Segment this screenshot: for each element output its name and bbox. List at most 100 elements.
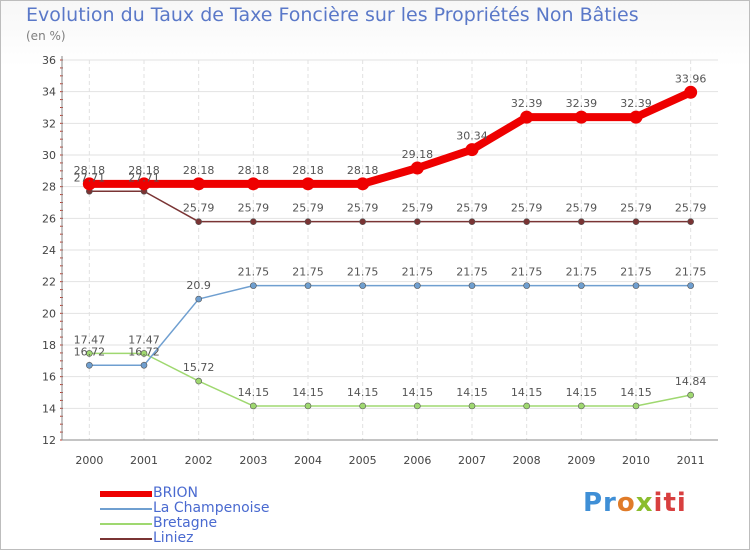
y-tick-label: 34 [42, 86, 56, 99]
data-label-liniez: 25.79 [456, 202, 488, 215]
data-label-bretagne: 17.47 [74, 333, 106, 346]
data-label-la-champenoise: 21.75 [456, 266, 488, 279]
legend-swatch-liniez [100, 538, 152, 540]
data-label-liniez: 27.71 [128, 171, 160, 184]
x-tick-label: 2003 [239, 454, 267, 467]
y-tick-label: 36 [42, 54, 56, 67]
data-point-la-champenoise [632, 282, 640, 289]
data-label-liniez: 25.79 [511, 202, 543, 215]
y-axis-unit: (en %) [26, 29, 66, 43]
data-label-brion: 32.39 [620, 97, 652, 110]
data-point-brion [356, 177, 370, 191]
data-label-bretagne: 14.15 [292, 386, 324, 399]
data-point-brion [410, 161, 424, 175]
data-label-brion: 28.18 [183, 164, 215, 177]
data-point-bretagne [632, 402, 640, 410]
data-label-bretagne: 15.72 [183, 361, 215, 374]
data-point-liniez [250, 218, 257, 225]
data-label-la-champenoise: 16.72 [128, 345, 160, 358]
data-label-la-champenoise: 21.75 [347, 266, 379, 279]
data-point-brion [574, 110, 588, 124]
y-tick-label: 32 [42, 117, 56, 130]
data-point-bretagne [304, 402, 312, 410]
y-tick-label: 12 [42, 434, 56, 447]
y-tick-label: 28 [42, 181, 56, 194]
data-label-la-champenoise: 21.75 [675, 266, 707, 279]
chart-title: Evolution du Taux de Taxe Foncière sur l… [26, 4, 639, 26]
y-tick-label: 16 [42, 371, 56, 384]
data-label-bretagne: 14.15 [511, 386, 543, 399]
data-label-brion: 28.18 [74, 164, 106, 177]
data-label-liniez: 25.79 [620, 202, 652, 215]
y-tick-label: 24 [42, 244, 56, 257]
data-point-liniez [523, 218, 530, 225]
data-point-liniez [414, 218, 421, 225]
data-label-liniez: 25.79 [347, 202, 379, 215]
data-point-brion [137, 177, 151, 191]
x-tick-label: 2005 [349, 454, 377, 467]
data-label-brion: 29.18 [402, 148, 434, 161]
legend-item-brion[interactable]: BRION [100, 485, 320, 501]
data-point-la-champenoise [414, 282, 421, 289]
legend-label-liniez: Liniez [153, 530, 194, 546]
data-label-bretagne: 14.15 [402, 386, 434, 399]
data-label-bretagne: 14.15 [456, 386, 488, 399]
data-point-brion [301, 177, 315, 191]
legend: BRION La Champenoise Bretagne Liniez [100, 485, 320, 546]
data-label-brion: 33.96 [675, 72, 707, 85]
series-line-liniez [88, 190, 692, 223]
x-tick-label: 2008 [513, 454, 541, 467]
legend-item-la-champenoise[interactable]: La Champenoise [100, 500, 320, 516]
data-point-brion [82, 177, 96, 191]
data-point-liniez [687, 218, 694, 225]
legend-item-liniez[interactable]: Liniez [100, 530, 320, 546]
data-point-liniez [304, 218, 312, 225]
data-label-brion: 32.39 [511, 97, 543, 110]
data-label-la-champenoise: 21.75 [238, 266, 270, 279]
data-label-liniez: 25.79 [183, 202, 215, 215]
data-label-liniez: 27.71 [74, 171, 106, 184]
data-point-bretagne [523, 402, 530, 410]
data-label-brion: 28.18 [238, 164, 270, 177]
data-point-la-champenoise [687, 282, 694, 289]
data-label-liniez: 25.79 [675, 202, 707, 215]
data-label-brion: 28.18 [128, 164, 160, 177]
y-tick-label: 18 [42, 339, 56, 352]
data-label-brion: 32.39 [566, 97, 598, 110]
legend-label-brion: BRION [153, 485, 198, 501]
series-line-la-champenoise [88, 284, 692, 367]
data-label-la-champenoise: 21.75 [566, 266, 598, 279]
x-tick-label: 2006 [403, 454, 431, 467]
data-point-liniez [468, 218, 476, 225]
data-label-la-champenoise: 21.75 [292, 266, 324, 279]
data-point-bretagne [86, 350, 93, 357]
data-point-bretagne [195, 377, 202, 385]
data-label-brion: 30.34 [456, 130, 488, 143]
proxiti-logo: Proxiti [583, 488, 687, 518]
legend-item-bretagne[interactable]: Bretagne [100, 515, 320, 531]
y-tick-label: 30 [42, 149, 56, 162]
data-label-bretagne: 14.15 [238, 386, 270, 399]
data-label-la-champenoise: 16.72 [74, 345, 106, 358]
data-label-la-champenoise: 20.9 [186, 279, 211, 292]
data-point-bretagne [578, 402, 585, 410]
data-label-liniez: 25.79 [566, 202, 598, 215]
data-point-liniez [578, 218, 585, 225]
data-point-brion [246, 177, 260, 191]
data-label-la-champenoise: 21.75 [402, 266, 434, 279]
data-point-brion [684, 85, 698, 99]
data-label-la-champenoise: 21.75 [511, 266, 543, 279]
x-tick-label: 2009 [567, 454, 595, 467]
data-point-la-champenoise [578, 282, 585, 289]
legend-swatch-la-champenoise [100, 508, 152, 510]
data-point-la-champenoise [359, 282, 366, 289]
data-label-bretagne: 14.15 [347, 386, 379, 399]
x-tick-label: 2004 [294, 454, 322, 467]
data-label-brion: 28.18 [347, 164, 379, 177]
y-tick-label: 26 [42, 212, 56, 225]
data-label-brion: 28.18 [292, 164, 324, 177]
x-tick-label: 2001 [130, 454, 158, 467]
series-line-bretagne [88, 352, 692, 407]
data-point-bretagne [140, 350, 148, 357]
y-tick-label: 14 [42, 402, 56, 415]
